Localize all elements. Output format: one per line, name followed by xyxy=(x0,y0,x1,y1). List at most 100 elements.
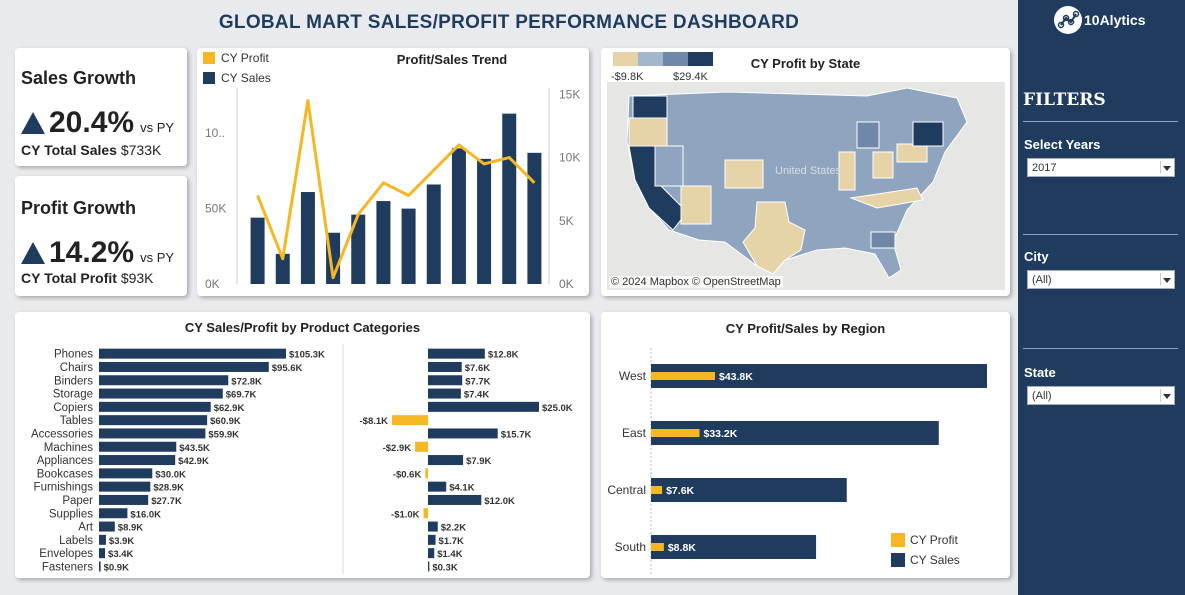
category-label: Appliances xyxy=(37,455,94,467)
category-sales-bar xyxy=(99,388,223,399)
region-profit-label: $43.8K xyxy=(719,371,753,383)
state-nevada xyxy=(654,145,684,187)
brand-logo[interactable]: 10Alytics xyxy=(1054,6,1145,34)
category-label: Copiers xyxy=(53,402,93,414)
category-label: Fasteners xyxy=(42,561,93,573)
sales-growth-card: Sales Growth 20.4% vs PY CY Total Sales … xyxy=(15,48,187,166)
category-sales-label: $43.5K xyxy=(179,443,210,454)
category-sales-label: $0.9K xyxy=(104,562,129,573)
region-profit-bar xyxy=(651,429,700,437)
left-tick-label: 0K xyxy=(205,277,220,291)
select-years-dropdown[interactable]: 2017 xyxy=(1027,158,1175,177)
categories-card: CY Sales/Profit by Product Categories Ph… xyxy=(15,312,590,578)
state-ohio xyxy=(872,151,894,179)
right-tick-label: 15K xyxy=(559,87,580,101)
sales-bar xyxy=(376,201,391,284)
category-profit-label: -$2.9K xyxy=(383,443,412,454)
map-title: CY Profit by State xyxy=(750,56,861,71)
category-sales-bar xyxy=(99,375,229,386)
region-legend-swatch-profit xyxy=(891,533,905,547)
profit-total-label: CY Total Profit xyxy=(21,270,117,286)
state-pennsylvania xyxy=(896,143,928,163)
category-profit-label: $1.7K xyxy=(439,536,464,547)
city-dropdown[interactable]: (All) xyxy=(1027,270,1175,289)
region-label: South xyxy=(615,540,646,554)
map-area[interactable]: United States © 2024 Mapbox © OpenStreet… xyxy=(607,82,1005,290)
category-profit-bar xyxy=(428,548,435,559)
category-profit-label: $4.1K xyxy=(449,483,474,494)
category-profit-bar xyxy=(392,415,428,426)
right-tick-label: 5K xyxy=(559,214,574,228)
sales-bar xyxy=(351,214,366,284)
legend-swatch-profit xyxy=(203,52,215,64)
category-sales-bar xyxy=(99,401,211,412)
category-profit-label: $7.9K xyxy=(466,456,491,467)
us-land xyxy=(626,87,968,279)
select-years-value: 2017 xyxy=(1032,162,1057,174)
left-tick-label: 50K xyxy=(205,202,226,216)
region-profit-bar xyxy=(651,372,715,380)
state-colorado xyxy=(724,159,764,189)
state-value: (All) xyxy=(1032,390,1052,402)
category-sales-bar xyxy=(99,494,149,505)
category-profit-label: $12.8K xyxy=(488,350,519,361)
category-sales-bar xyxy=(99,441,177,452)
dashboard-title: GLOBAL MART SALES/PROFIT PERFORMANCE DAS… xyxy=(218,12,800,33)
categories-chart: Phones $105.3K $12.8K Chairs $95.6K $7.6K Bind… xyxy=(31,344,573,574)
legend-label-sales: CY Sales xyxy=(221,71,271,85)
region-profit-label: $7.6K xyxy=(666,485,694,497)
category-sales-bar xyxy=(99,521,115,532)
map-legend-min: -$9.8K xyxy=(611,71,644,83)
category-profit-label: -$8.1K xyxy=(360,416,389,427)
city-value: (All) xyxy=(1032,274,1052,286)
region-card: CY Profit/Sales by Region West $43.8K East… xyxy=(601,312,1010,578)
category-label: Paper xyxy=(62,495,93,507)
category-profit-bar xyxy=(428,428,498,439)
profit-line xyxy=(256,99,536,280)
category-sales-label: $62.9K xyxy=(214,403,245,414)
category-sales-bar xyxy=(99,361,269,372)
category-label: Labels xyxy=(59,535,93,547)
category-sales-label: $27.7K xyxy=(151,496,182,507)
right-tick-label: 10K xyxy=(559,151,580,165)
profit-growth-vs: vs PY xyxy=(140,250,175,265)
category-profit-label: -$0.6K xyxy=(393,469,422,480)
category-label: Supplies xyxy=(49,508,93,520)
category-profit-label: $1.4K xyxy=(437,549,462,560)
category-sales-bar xyxy=(99,428,206,439)
sales-bar xyxy=(477,158,492,284)
region-sales-bar xyxy=(651,535,817,559)
category-profit-label: $0.3K xyxy=(432,562,457,573)
category-label: Furnishings xyxy=(34,482,94,494)
category-profit-bar xyxy=(428,361,462,372)
trend-title: Profit/Sales Trend xyxy=(397,52,508,67)
chevron-down-icon xyxy=(1163,394,1171,399)
category-label: Envelopes xyxy=(39,548,93,560)
category-profit-bar xyxy=(428,561,430,572)
legend-label-profit: CY Profit xyxy=(221,51,269,65)
category-sales-label: $3.9K xyxy=(109,536,134,547)
triangle-up-icon xyxy=(21,112,45,134)
state-dropdown[interactable]: (All) xyxy=(1027,386,1175,405)
sales-growth-title: Sales Growth xyxy=(21,68,137,88)
category-label: Storage xyxy=(53,389,93,401)
region-label: West xyxy=(619,369,647,383)
profit-total-value: $93K xyxy=(120,270,154,286)
category-sales-bar xyxy=(99,561,101,572)
divider xyxy=(1023,121,1178,122)
sales-growth-vs: vs PY xyxy=(140,120,175,135)
legend-swatch-sales xyxy=(203,72,215,84)
category-sales-label: $69.7K xyxy=(226,390,257,401)
category-profit-bar xyxy=(428,375,463,386)
category-profit-bar xyxy=(428,388,461,399)
sales-growth-pct: 20.4% xyxy=(49,106,135,139)
category-profit-label: $2.2K xyxy=(441,523,466,534)
category-sales-label: $72.8K xyxy=(231,376,262,387)
category-sales-label: $30.0K xyxy=(155,469,186,480)
profit-growth-title: Profit Growth xyxy=(21,198,136,218)
category-sales-label: $42.9K xyxy=(178,456,209,467)
category-profit-bar xyxy=(428,455,464,466)
category-profit-bar xyxy=(428,481,447,492)
region-legend-label-sales: CY Sales xyxy=(910,553,960,567)
category-sales-label: $16.0K xyxy=(130,509,161,520)
